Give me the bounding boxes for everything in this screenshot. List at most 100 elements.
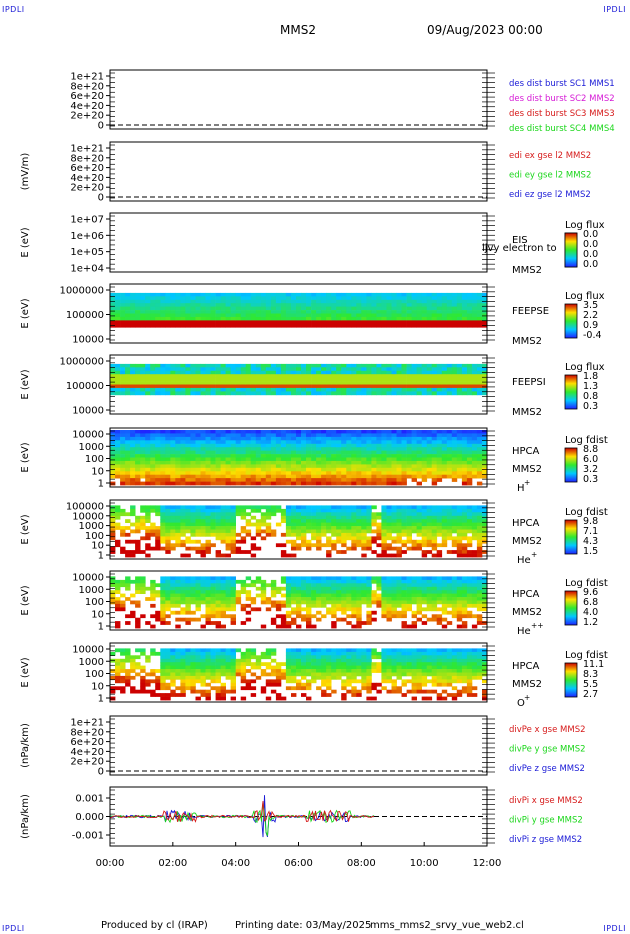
colorbar-tick-4-2: 2.2	[583, 310, 598, 321]
colorbar-tick-4-3: 0.9	[583, 320, 598, 331]
ytick-label-6-1: 10000	[72, 430, 104, 441]
ytick-label-9-5: 1	[98, 694, 104, 705]
species-label-8: He	[517, 626, 531, 637]
colorbar-title-9: Log fdist	[565, 650, 608, 661]
legend-entry-11-3: divPi z gse MMS2	[509, 835, 582, 845]
spectrogram-7	[110, 505, 488, 558]
colorbar-tick-5-1: 1.8	[583, 371, 598, 382]
colorbar-9	[564, 662, 578, 698]
colorbar-5	[564, 374, 578, 410]
ytick-label-8-5: 1	[98, 622, 104, 633]
colorbar-4	[564, 303, 578, 339]
ylabel-9: E (eV)	[20, 657, 31, 687]
colorbar-tick-3-1: 0.0	[583, 229, 598, 240]
ytick-label-2-3: 6e+20	[70, 163, 104, 174]
ylabel-10: (nPa/km)	[20, 723, 31, 768]
xtick-label-2: 02:00	[158, 858, 187, 869]
colorbar-tick-6-3: 3.2	[583, 464, 598, 475]
xtick-label-1: 00:00	[96, 858, 125, 869]
legend-entry-1-1: des dist burst SC1 MMS1	[509, 79, 615, 89]
colorbar-tick-6-2: 6.0	[583, 454, 598, 465]
corner-label-bottom-right: IPDLI	[603, 924, 626, 933]
ylabel-2: (mV/m)	[20, 153, 31, 191]
panel-spacecraft-label-8: MMS2	[512, 607, 542, 618]
ytick-label-2-4: 4e+20	[70, 173, 104, 184]
ytick-label-4-1: 1000000	[59, 286, 104, 297]
species-label-9: O	[517, 698, 525, 709]
legend-entry-10-3: divPe z gse MMS2	[509, 764, 585, 774]
colorbar-title-4: Log flux	[565, 291, 605, 302]
xtick-label-6: 10:00	[410, 858, 439, 869]
ytick-label-7-6: 1	[98, 551, 104, 562]
colorbar-tick-7-2: 7.1	[583, 526, 598, 537]
colorbar-title-8: Log fdist	[565, 578, 608, 589]
ytick-label-3-4: 1e+04	[70, 264, 104, 275]
legend-entry-10-1: divPe x gse MMS2	[509, 725, 586, 735]
ytick-label-11-2: 0.000	[75, 812, 104, 823]
ytick-label-8-1: 10000	[72, 573, 104, 584]
colorbar-tick-4-1: 3.5	[583, 300, 598, 311]
legend-entry-2-1: edi ex gse l2 MMS2	[509, 151, 591, 161]
ytick-label-10-6: 0	[98, 767, 104, 778]
ytick-label-10-4: 4e+20	[70, 747, 104, 758]
legend-entry-1-3: des dist burst SC3 MMS3	[509, 109, 615, 119]
ytick-label-11-3: -0.001	[72, 831, 104, 842]
species-charge-6: +	[524, 478, 530, 487]
corner-label-top-left: IPDLI	[2, 5, 25, 14]
colorbar-tick-5-2: 1.3	[583, 381, 598, 392]
ytick-label-10-3: 6e+20	[70, 737, 104, 748]
colorbar-tick-9-3: 5.5	[583, 679, 598, 690]
ytick-label-4-3: 10000	[72, 335, 104, 346]
panel-frame-2	[109, 141, 488, 202]
panel-spacecraft-label-7: MMS2	[512, 536, 542, 547]
legend-entry-1-2: des dist burst SC2 MMS2	[509, 94, 615, 104]
panel-frame-6	[109, 427, 488, 488]
ytick-label-5-1: 1000000	[59, 357, 104, 368]
ytick-label-5-2: 100000	[66, 381, 104, 392]
panel-frame-8	[109, 570, 488, 631]
instrument-label-3: EIS	[512, 235, 528, 246]
instrument-label-5: FEEPSI	[512, 377, 546, 388]
ytick-label-1-4: 4e+20	[70, 101, 104, 112]
divpi-trace-3	[109, 800, 375, 823]
colorbar-tick-8-1: 9.6	[583, 587, 598, 598]
colorbar-tick-8-4: 1.2	[583, 617, 598, 628]
colorbar-8	[564, 590, 578, 626]
legend-entry-2-3: edi ez gse l2 MMS2	[509, 190, 591, 200]
panel-4: 1000000 100000 10000 E (eV) FEEPSE MMS2 Log fl…	[20, 283, 605, 347]
legend-entry-11-1: divPi x gse MMS2	[509, 796, 583, 806]
panel-frame-9	[109, 642, 488, 703]
panel-frame-7	[109, 499, 488, 560]
xtick-label-3: 04:00	[221, 858, 250, 869]
spacecraft-title: MMS2	[280, 23, 316, 37]
ylabel-4: E (eV)	[20, 298, 31, 328]
colorbar-title-3: Log flux	[565, 220, 605, 231]
colorbar-tick-5-4: 0.3	[583, 401, 598, 412]
panel-5: 1000000 100000 10000 E (eV) FEEPSI MMS2 Log fl…	[20, 354, 605, 418]
species-label-6: H	[517, 483, 525, 494]
instrument-label-9: HPCA	[512, 661, 540, 672]
colorbar-tick-5-3: 0.8	[583, 391, 598, 402]
ytick-label-8-3: 100	[85, 597, 104, 608]
ytick-label-1-5: 2e+20	[70, 111, 104, 122]
ytick-label-9-2: 1000	[79, 657, 104, 668]
species-label-7: He	[517, 555, 531, 566]
ytick-label-8-2: 1000	[79, 585, 104, 596]
ytick-label-3-3: 1e+05	[70, 247, 104, 258]
date-title: 09/Aug/2023 00:00	[427, 23, 543, 37]
ylabel-6: E (eV)	[20, 442, 31, 472]
xtick-label-5: 08:00	[347, 858, 376, 869]
ytick-label-10-1: 1e+21	[70, 718, 104, 729]
ytick-label-1-6: 0	[98, 121, 104, 132]
ytick-label-5-3: 10000	[72, 406, 104, 417]
ytick-label-2-6: 0	[98, 193, 104, 204]
ytick-label-1-3: 6e+20	[70, 91, 104, 102]
species-charge-9: +	[524, 693, 530, 702]
colorbar-tick-6-4: 0.3	[583, 474, 598, 485]
panel-spacecraft-label-9: MMS2	[512, 679, 542, 690]
panel-spacecraft-label-6: MMS2	[512, 464, 542, 475]
legend-entry-1-4: des dist burst SC4 MMS4	[509, 124, 615, 134]
colorbar-tick-6-1: 8.8	[583, 444, 598, 455]
